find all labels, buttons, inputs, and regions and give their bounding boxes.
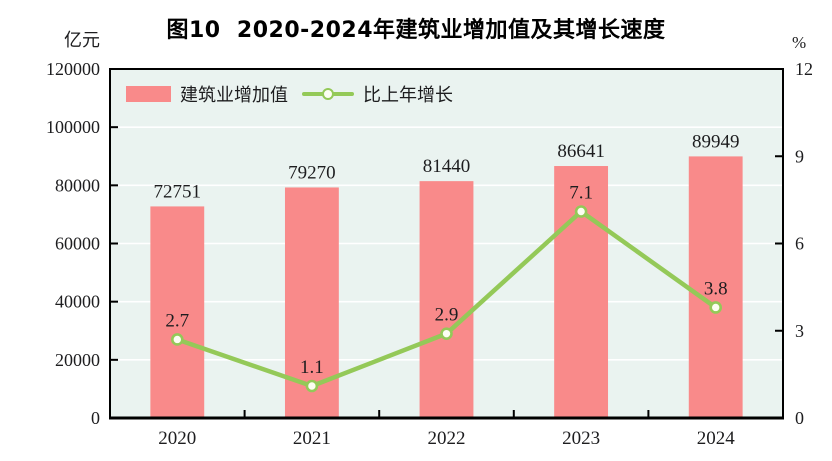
growth-value-label: 3.8 xyxy=(704,278,728,299)
legend: 建筑业增加值 比上年增长 xyxy=(126,81,453,107)
bar-2022 xyxy=(419,181,474,418)
legend-label-line: 比上年增长 xyxy=(363,85,453,105)
growth-value-label: 7.1 xyxy=(569,183,593,204)
bar-2023 xyxy=(554,166,609,418)
legend-label-bar: 建筑业增加值 xyxy=(180,85,288,105)
x-axis-category-label: 2021 xyxy=(293,428,331,449)
left-axis-label: 80000 xyxy=(55,175,100,195)
bar-value-label: 72751 xyxy=(154,181,202,202)
line-series-glyph xyxy=(302,87,354,101)
left-axis-label: 40000 xyxy=(55,292,100,312)
right-axis-label: 12 xyxy=(795,59,813,79)
legend-item-line: 比上年增长 xyxy=(302,81,453,107)
x-axis-category-label: 2024 xyxy=(697,428,736,449)
chart-title: 图10 2020-2024年建筑业增加值及其增长速度 xyxy=(166,18,666,43)
growth-value-label: 2.7 xyxy=(165,310,189,331)
growth-point-2020 xyxy=(171,333,184,346)
x-axis-category-label: 2022 xyxy=(428,428,466,449)
growth-point-2023 xyxy=(574,205,588,218)
bar-series-swatch xyxy=(126,86,171,102)
x-axis-category-label: 2020 xyxy=(158,428,196,449)
left-axis-unit-label: 亿元 xyxy=(64,30,100,50)
right-axis-label: 9 xyxy=(795,146,804,166)
right-axis-unit-label: % xyxy=(792,33,807,52)
bar-value-label: 79270 xyxy=(288,162,336,183)
right-axis-label: 6 xyxy=(795,234,804,254)
left-axis-label: 20000 xyxy=(55,350,100,370)
legend-item-bar: 建筑业增加值 xyxy=(126,81,288,107)
bar-value-label: 86641 xyxy=(557,141,605,162)
growth-point-2024 xyxy=(709,301,723,314)
bar-value-label: 81440 xyxy=(423,156,471,177)
left-axis-label: 100000 xyxy=(46,117,100,137)
x-axis-category-label: 2023 xyxy=(562,428,600,449)
bar-value-label: 89949 xyxy=(692,131,740,152)
growth-point-2022 xyxy=(440,327,453,340)
growth-value-label: 2.9 xyxy=(435,305,459,326)
growth-value-label: 1.1 xyxy=(300,357,324,378)
line-glyph-marker xyxy=(322,88,334,100)
right-axis-label: 3 xyxy=(795,321,804,341)
left-axis-label: 120000 xyxy=(46,59,100,79)
left-axis-label: 0 xyxy=(91,408,100,428)
bar-2024 xyxy=(688,156,743,419)
left-axis-label: 60000 xyxy=(55,234,100,254)
bar-2020 xyxy=(150,206,205,418)
growth-point-2021 xyxy=(305,379,319,393)
right-axis-label: 0 xyxy=(795,408,804,428)
